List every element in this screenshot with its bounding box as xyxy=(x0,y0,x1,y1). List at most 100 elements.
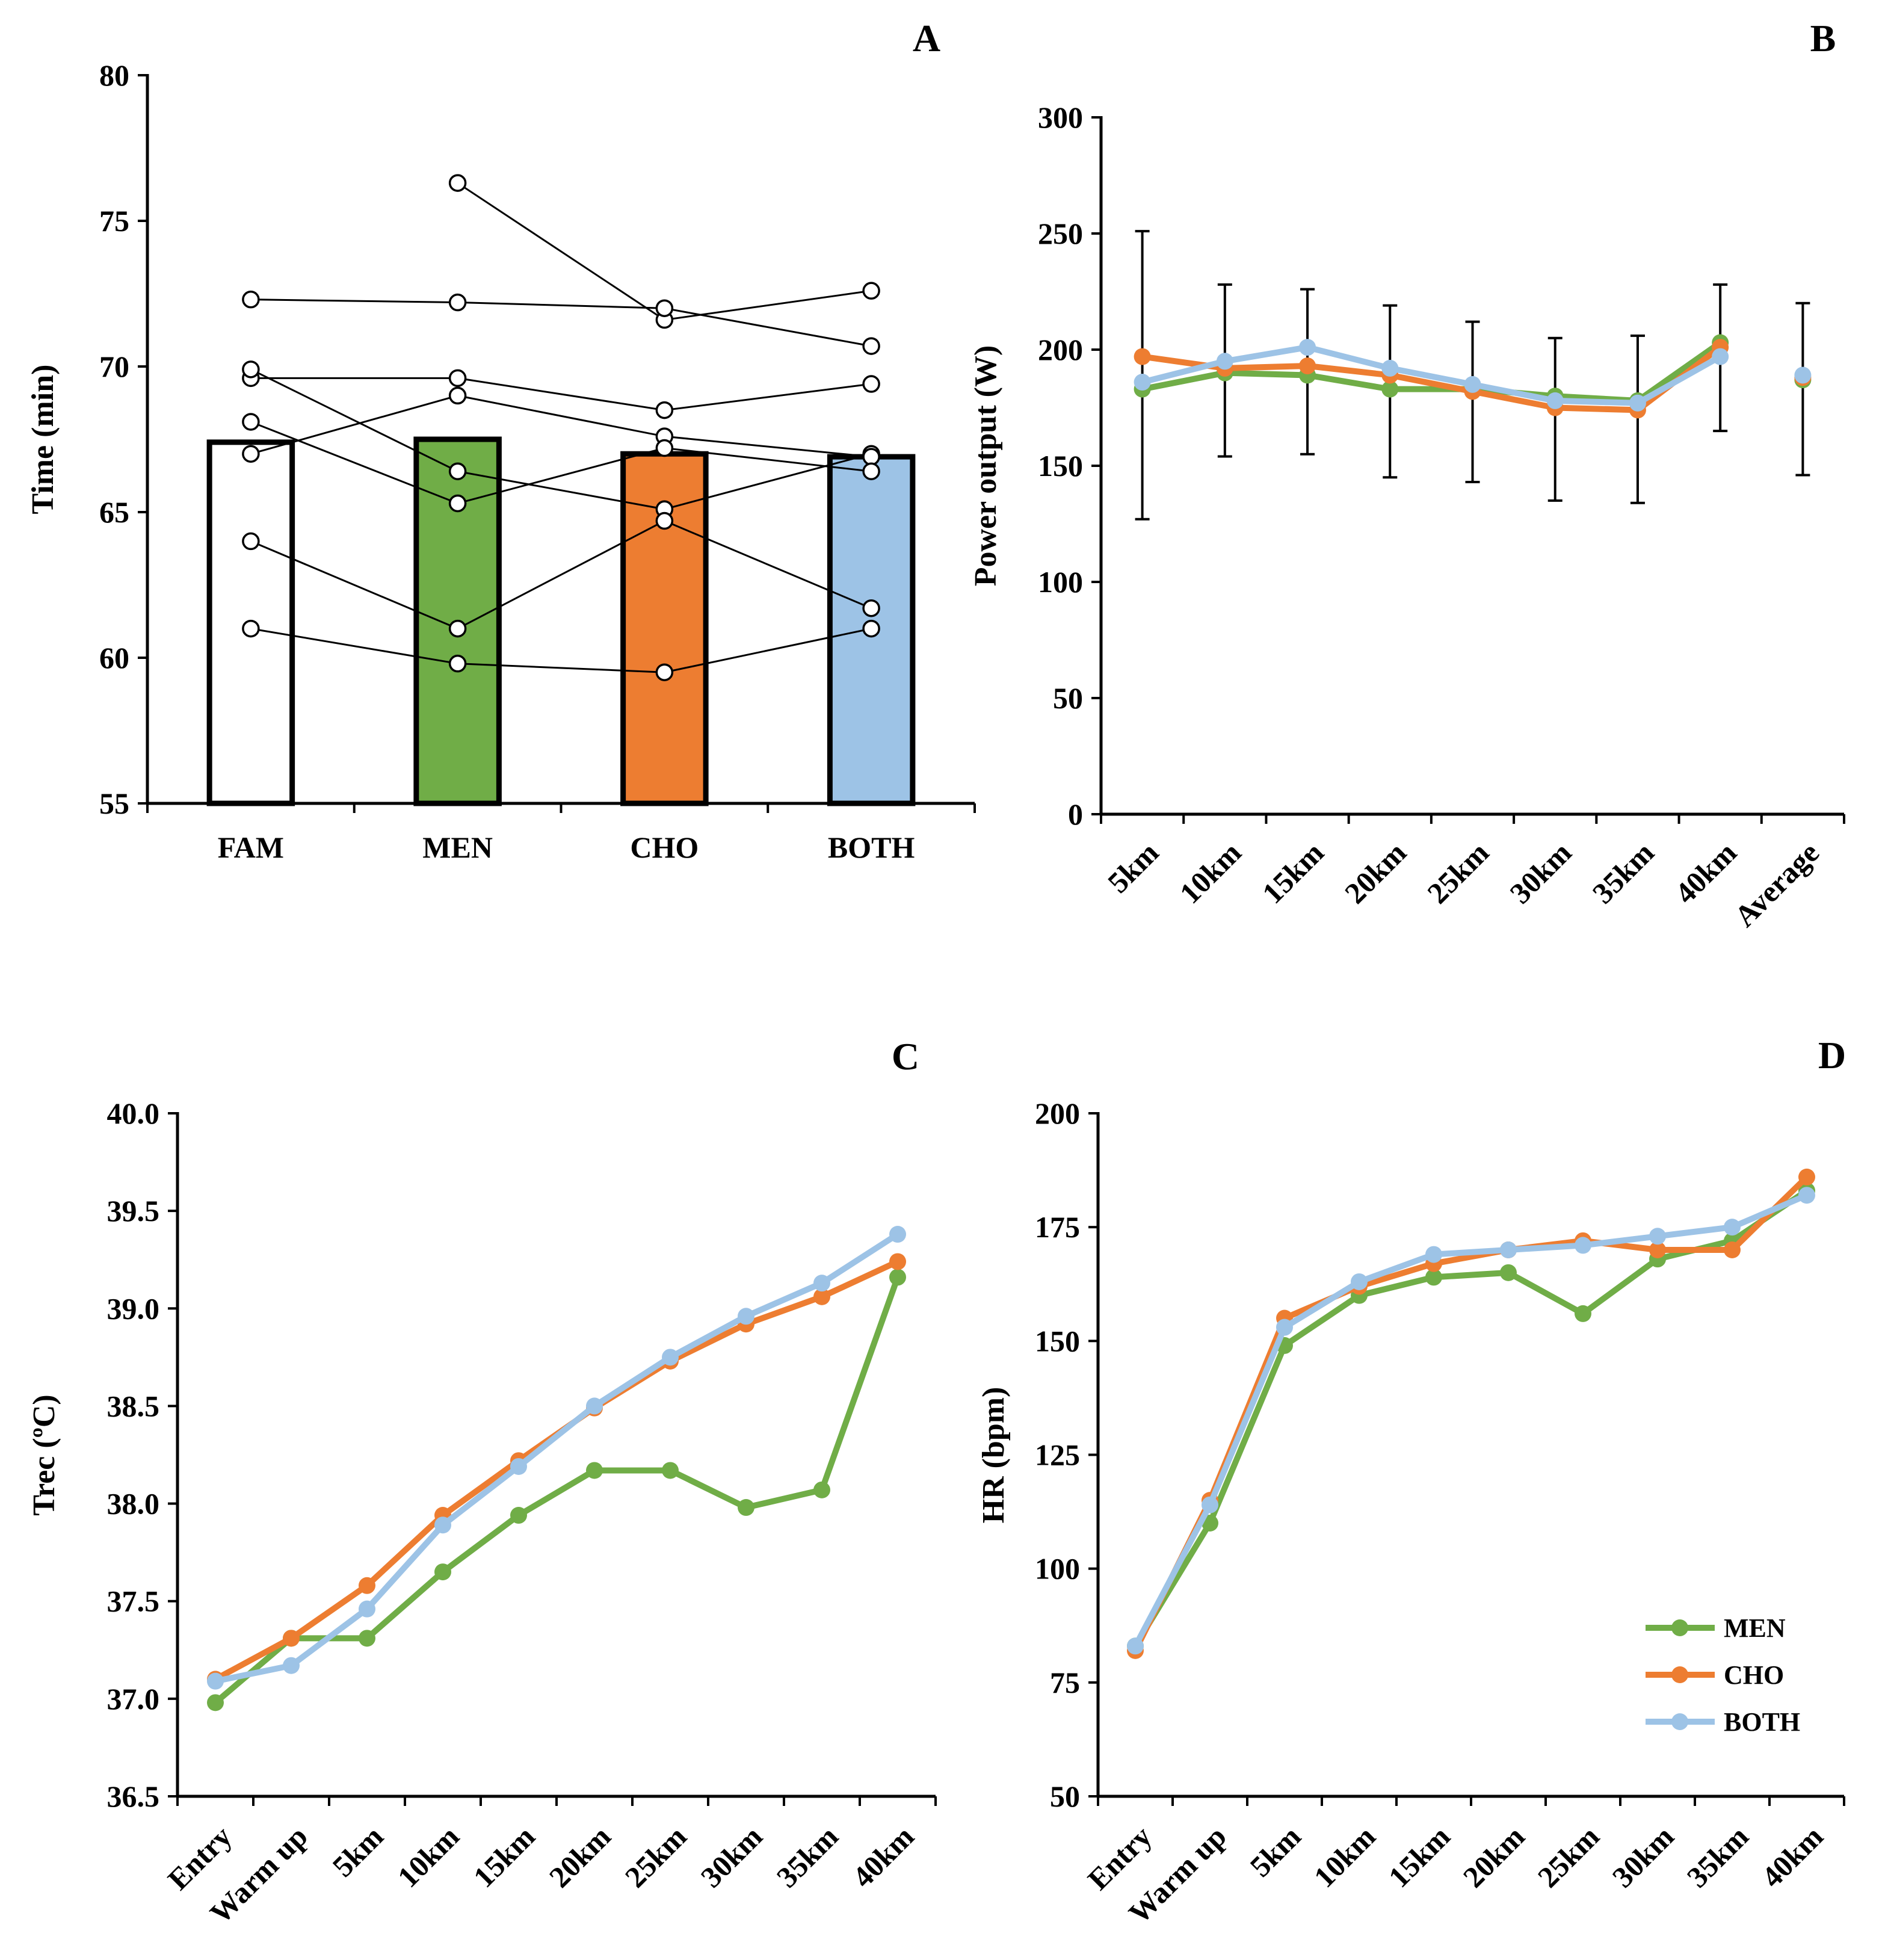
series-point-both xyxy=(1202,1496,1218,1513)
series-point-both xyxy=(1629,394,1646,412)
panel-letter: B xyxy=(1810,17,1836,60)
series-point-both xyxy=(1546,392,1564,409)
y-tick-label: 100 xyxy=(1038,565,1083,599)
x-tick-label: 10km xyxy=(391,1819,466,1894)
individual-point xyxy=(448,494,467,513)
y-tick-label: 38.5 xyxy=(107,1389,160,1423)
x-tick-label: 25km xyxy=(619,1819,693,1894)
series-point-both xyxy=(1649,1228,1666,1245)
individual-point xyxy=(862,375,880,393)
series-point-both xyxy=(1127,1637,1144,1655)
y-tick-label: 40.0 xyxy=(107,1096,160,1130)
x-tick-label: 15km xyxy=(1256,835,1330,910)
series-point-both xyxy=(1724,1219,1741,1236)
individual-point xyxy=(655,663,674,681)
x-tick-label: 30km xyxy=(1606,1819,1680,1894)
legend-swatch-point-both xyxy=(1671,1713,1688,1730)
series-point-men xyxy=(1575,1305,1591,1322)
series-point-both xyxy=(1798,1187,1815,1204)
y-tick-label: 80 xyxy=(99,58,129,92)
y-tick-label: 50 xyxy=(1050,1779,1080,1813)
y-tick-label: 200 xyxy=(1038,333,1083,366)
series-point-both xyxy=(1276,1319,1293,1336)
y-tick-label: 37.0 xyxy=(107,1682,160,1716)
individual-point xyxy=(862,599,880,617)
y-tick-label: 75 xyxy=(1050,1666,1080,1699)
y-tick-label: 100 xyxy=(1035,1552,1080,1586)
individual-point xyxy=(242,532,260,551)
individual-point xyxy=(242,360,260,379)
y-tick-label: 38.0 xyxy=(107,1487,160,1521)
y-tick-label: 300 xyxy=(1038,100,1083,134)
series-point-both xyxy=(1575,1237,1591,1254)
x-tick-label: 40km xyxy=(1755,1819,1830,1894)
x-tick-label: 15km xyxy=(467,1819,541,1894)
individual-point xyxy=(862,619,880,638)
series-point-men xyxy=(359,1630,375,1647)
series-point-cho xyxy=(283,1630,300,1647)
series-line-cho xyxy=(1132,1173,1810,1654)
y-tick-label: 36.5 xyxy=(107,1779,160,1813)
individual-point xyxy=(862,337,880,355)
panel-c-trec-chart: 36.537.037.538.038.539.039.540.0EntryWar… xyxy=(27,1035,937,1930)
series-point-both xyxy=(1425,1246,1442,1263)
individual-point xyxy=(448,654,467,673)
series-point-men xyxy=(1425,1269,1442,1286)
y-axis-title: HR (bpm) xyxy=(976,1387,1011,1524)
series-point-both xyxy=(1216,353,1233,370)
individual-point xyxy=(448,369,467,388)
y-tick-label: 37.5 xyxy=(107,1584,160,1618)
x-tick-label: 10km xyxy=(1307,1819,1382,1894)
y-axis-title: Time (min) xyxy=(26,365,60,515)
x-tick-label: 20km xyxy=(543,1819,617,1894)
individual-point xyxy=(448,174,467,192)
series-line-both xyxy=(212,1231,901,1684)
series-point-both xyxy=(1712,348,1729,365)
series-point-men xyxy=(889,1269,906,1286)
x-tick-label: Average xyxy=(1728,835,1826,933)
legend-swatch-point-men xyxy=(1671,1619,1688,1636)
y-tick-label: 65 xyxy=(99,495,129,529)
y-tick-label: 39.5 xyxy=(107,1194,160,1228)
y-tick-label: 39.0 xyxy=(107,1291,160,1325)
series-point-men xyxy=(1500,1264,1517,1281)
series-point-both xyxy=(1464,376,1481,393)
series-point-cho xyxy=(889,1253,906,1270)
series-point-both xyxy=(207,1672,224,1690)
legend-label-cho: CHO xyxy=(1724,1660,1784,1690)
legend-label-men: MEN xyxy=(1724,1613,1786,1643)
series-point-both xyxy=(889,1226,906,1243)
y-tick-label: 50 xyxy=(1053,681,1083,715)
y-tick-label: 60 xyxy=(99,641,129,675)
series-point-both xyxy=(1299,339,1316,356)
y-tick-label: 125 xyxy=(1035,1438,1080,1472)
panel-letter: A xyxy=(913,17,940,60)
x-tick-label: 20km xyxy=(1457,1819,1531,1894)
individual-point xyxy=(862,448,880,466)
individual-line xyxy=(250,628,872,673)
x-tick-label: 35km xyxy=(770,1819,845,1894)
y-axis-title: Trec (ºC) xyxy=(27,1394,61,1515)
series-point-men xyxy=(662,1462,679,1479)
x-tick-label: CHO xyxy=(630,830,699,864)
individual-line xyxy=(250,298,872,347)
individual-point xyxy=(242,445,260,463)
series-point-both xyxy=(1381,359,1399,377)
x-tick-label: 25km xyxy=(1421,835,1495,910)
x-tick-label: 25km xyxy=(1531,1819,1606,1894)
series-point-men xyxy=(586,1462,603,1479)
series-point-both xyxy=(662,1349,679,1366)
individual-point xyxy=(862,462,880,480)
panel-letter: D xyxy=(1818,1034,1846,1077)
individual-line xyxy=(250,421,872,505)
x-tick-label: 20km xyxy=(1338,835,1413,910)
series-point-both xyxy=(1134,374,1151,391)
series-point-both xyxy=(1794,366,1812,384)
series-point-cho xyxy=(359,1577,375,1594)
x-tick-label: 30km xyxy=(1503,835,1578,910)
individual-point xyxy=(655,299,674,317)
series-line-men xyxy=(212,1274,901,1706)
y-tick-label: 150 xyxy=(1038,449,1083,483)
series-point-cho xyxy=(1649,1241,1666,1258)
